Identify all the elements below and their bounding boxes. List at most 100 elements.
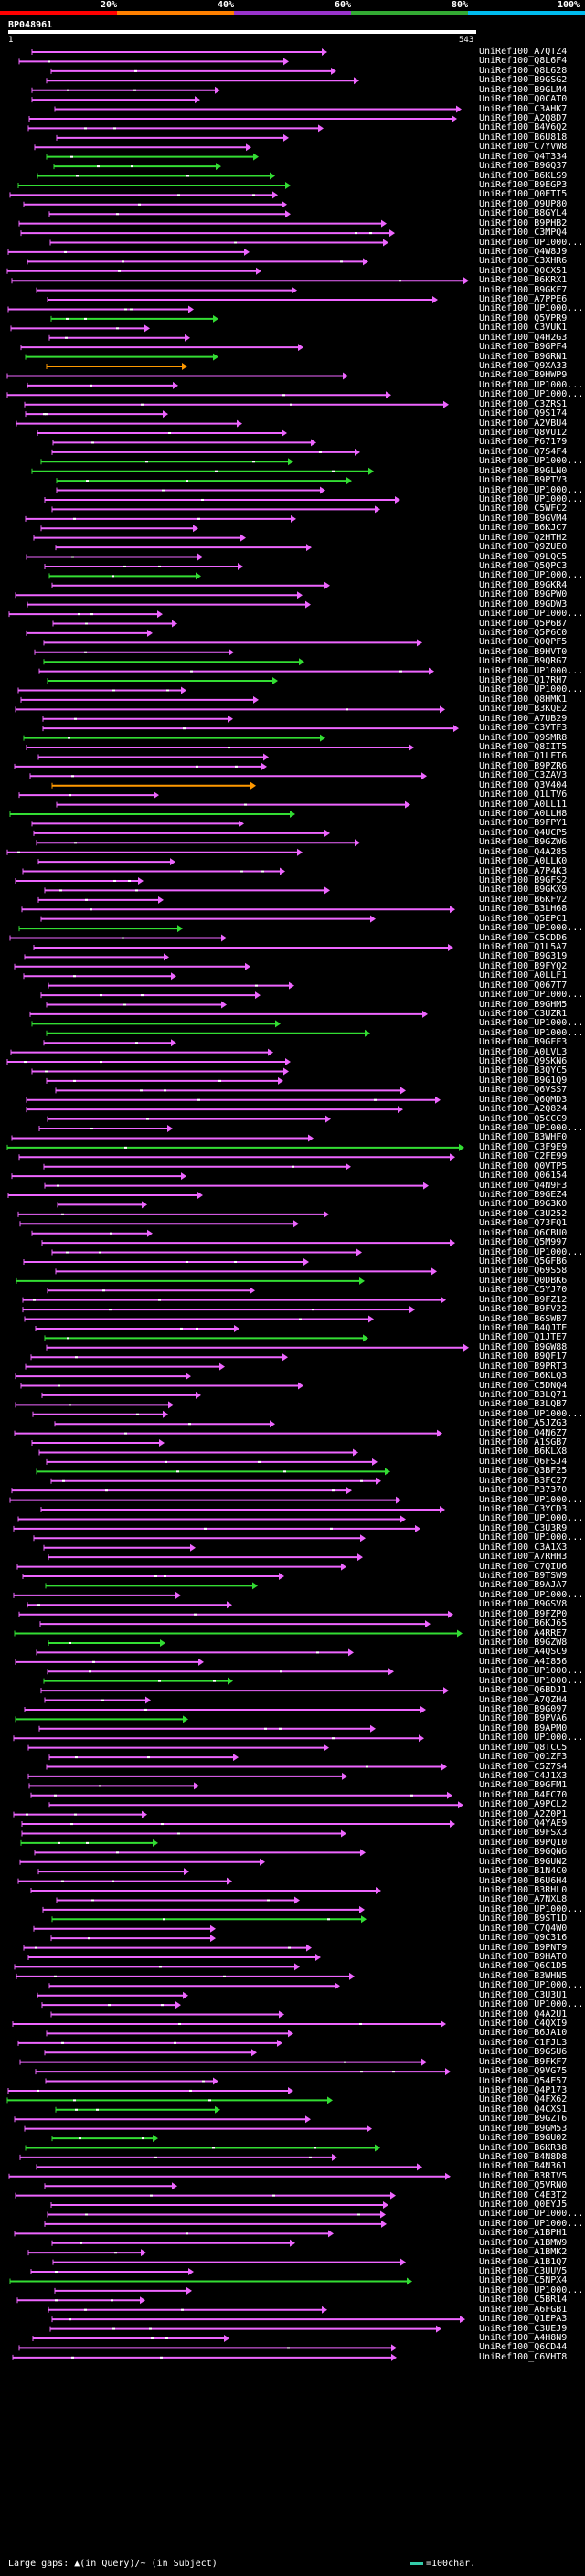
hit-label[interactable]: UniRef100_B9GSG2 (479, 75, 568, 86)
hit-label[interactable]: UniRef100_B9PVA6 (479, 1713, 568, 1724)
hit-label[interactable]: UniRef100_C5YJ70 (479, 1285, 568, 1296)
hit-label[interactable]: UniRef100_UP1000... (479, 923, 584, 934)
hit-label[interactable]: UniRef100_C1FJL3 (479, 2037, 568, 2048)
hit-label[interactable]: UniRef100_Q4N6Z7 (479, 1427, 568, 1438)
hit-label[interactable]: UniRef100_Q9C316 (479, 1933, 568, 1944)
hit-label[interactable]: UniRef100_UP1000... (479, 570, 584, 581)
hit-label[interactable]: UniRef100_B6U6H4 (479, 1875, 568, 1886)
hit-label[interactable]: UniRef100_UP1000... (479, 1666, 584, 1677)
hit-label[interactable]: UniRef100_B9G1Q9 (479, 1075, 568, 1086)
hit-label[interactable]: UniRef100_Q6CD44 (479, 2342, 568, 2353)
hit-label[interactable]: UniRef100_Q4H2G3 (479, 332, 568, 343)
hit-label[interactable]: UniRef100_C7Q4W0 (479, 1923, 568, 1934)
hit-label[interactable]: UniRef100_B9G319 (479, 951, 568, 962)
hit-label[interactable]: UniRef100_B9GLN0 (479, 465, 568, 476)
hit-label[interactable]: UniRef100_Q6CBU0 (479, 1227, 568, 1238)
hit-label[interactable]: UniRef100_B3LQB7 (479, 1399, 568, 1410)
hit-label[interactable]: UniRef100_B9GEZ4 (479, 1190, 568, 1200)
hit-label[interactable]: UniRef100_B8GYL4 (479, 208, 568, 219)
hit-label[interactable]: UniRef100_B9FZ12 (479, 1294, 568, 1305)
hit-label[interactable]: UniRef100_B6KLX8 (479, 1447, 568, 1458)
hit-label[interactable]: UniRef100_C3AHK7 (479, 103, 568, 114)
hit-label[interactable]: UniRef100_C3U252 (479, 1208, 568, 1219)
hit-label[interactable]: UniRef100_A7P4K3 (479, 865, 568, 876)
hit-label[interactable]: UniRef100_A0LLF1 (479, 970, 568, 981)
hit-label[interactable]: UniRef100_C7QIU6 (479, 1561, 568, 1572)
hit-label[interactable]: UniRef100_UP1000... (479, 303, 584, 314)
hit-label[interactable]: UniRef100_Q06154 (479, 1171, 568, 1182)
hit-label[interactable]: UniRef100_Q0ETI5 (479, 189, 568, 200)
hit-label[interactable]: UniRef100_UP1000... (479, 1246, 584, 1257)
hit-label[interactable]: UniRef100_C3YCD3 (479, 1504, 568, 1515)
hit-label[interactable]: UniRef100_Q4A2U1 (479, 2009, 568, 2019)
hit-label[interactable]: UniRef100_UP1000... (479, 990, 584, 1001)
hit-label[interactable]: UniRef100_P37370 (479, 1485, 568, 1496)
hit-label[interactable]: UniRef100_Q2HTH2 (479, 532, 568, 543)
hit-label[interactable]: UniRef100_B6KJ65 (479, 1618, 568, 1629)
hit-label[interactable]: UniRef100_B6U818 (479, 132, 568, 143)
hit-label[interactable]: UniRef100_Q9SKN6 (479, 1056, 568, 1067)
hit-label[interactable]: UniRef100_Q8IIT5 (479, 742, 568, 753)
hit-label[interactable]: UniRef100_B9GKF7 (479, 284, 568, 295)
hit-label[interactable]: UniRef100_B9EGP3 (479, 179, 568, 190)
hit-label[interactable]: UniRef100_C6VHT8 (479, 2351, 568, 2362)
hit-label[interactable]: UniRef100_A7PPE6 (479, 294, 568, 305)
hit-label[interactable]: UniRef100_B9GKR4 (479, 579, 568, 590)
hit-label[interactable]: UniRef100_B6KR38 (479, 2142, 568, 2153)
hit-label[interactable]: UniRef100_B9GFS2 (479, 875, 568, 885)
hit-label[interactable]: UniRef100_Q69S58 (479, 1266, 568, 1277)
hit-label[interactable]: UniRef100_B9GSU6 (479, 2047, 568, 2058)
hit-label[interactable]: UniRef100_B4FC70 (479, 1789, 568, 1800)
hit-label[interactable]: UniRef100_Q54E57 (479, 2075, 568, 2086)
hit-label[interactable]: UniRef100_Q9VG75 (479, 2066, 568, 2077)
hit-label[interactable]: UniRef100_B3LH68 (479, 904, 568, 915)
hit-label[interactable]: UniRef100_A0LVL3 (479, 1046, 568, 1057)
hit-label[interactable]: UniRef100_B3FC27 (479, 1475, 568, 1486)
hit-label[interactable]: UniRef100_C3U3R9 (479, 1522, 568, 1533)
hit-label[interactable]: UniRef100_UP1000... (479, 1532, 584, 1543)
hit-label[interactable]: UniRef100_UP1000... (479, 1018, 584, 1029)
hit-label[interactable]: UniRef100_A6FGB1 (479, 2304, 568, 2315)
hit-label[interactable]: UniRef100_B9GZT6 (479, 2114, 568, 2125)
hit-label[interactable]: UniRef100_C5CDD6 (479, 932, 568, 943)
hit-label[interactable]: UniRef100_B9HWP9 (479, 370, 568, 381)
hit-label[interactable]: UniRef100_UP1000... (479, 484, 584, 495)
hit-label[interactable]: UniRef100_UP1000... (479, 2284, 584, 2295)
hit-label[interactable]: UniRef100_Q4N9F3 (479, 1180, 568, 1191)
hit-label[interactable]: UniRef100_Q4A285 (479, 846, 568, 857)
hit-label[interactable]: UniRef100_C3XHR6 (479, 256, 568, 267)
hit-label[interactable]: UniRef100_B9PHB2 (479, 217, 568, 228)
hit-label[interactable]: UniRef100_A4H8N9 (479, 2333, 568, 2343)
hit-label[interactable]: UniRef100_Q4T334 (479, 151, 568, 162)
hit-label[interactable]: UniRef100_UP1000... (479, 456, 584, 467)
hit-label[interactable]: UniRef100_C3UEJ9 (479, 2323, 568, 2334)
hit-label[interactable]: UniRef100_B9HVT0 (479, 646, 568, 657)
hit-label[interactable]: UniRef100_Q4UCP5 (479, 827, 568, 838)
hit-label[interactable]: UniRef100_A7NXL8 (479, 1894, 568, 1905)
hit-label[interactable]: UniRef100_Q4FX62 (479, 2094, 568, 2105)
hit-label[interactable]: UniRef100_Q0DBK6 (479, 1275, 568, 1286)
hit-label[interactable]: UniRef100_B3RHL0 (479, 1885, 568, 1896)
hit-label[interactable]: UniRef100_B9FKF7 (479, 2056, 568, 2067)
hit-label[interactable]: UniRef100_B9GKX9 (479, 885, 568, 896)
hit-label[interactable]: UniRef100_C3UZR1 (479, 1008, 568, 1019)
hit-label[interactable]: UniRef100_A0LL11 (479, 799, 568, 810)
hit-label[interactable]: UniRef100_Q5QPC3 (479, 560, 568, 571)
hit-label[interactable]: UniRef100_Q5P6B7 (479, 618, 568, 629)
hit-label[interactable]: UniRef100_Q8TCC5 (479, 1742, 568, 1753)
hit-label[interactable]: UniRef100_B9GZW8 (479, 1637, 568, 1648)
hit-label[interactable]: UniRef100_A7QTZ4 (479, 47, 568, 57)
hit-label[interactable]: UniRef100_B6KRX1 (479, 275, 568, 286)
hit-label[interactable]: UniRef100_Q6C1D5 (479, 1961, 568, 1972)
hit-label[interactable]: UniRef100_B3WHF0 (479, 1132, 568, 1143)
hit-label[interactable]: UniRef100_C3UUV5 (479, 2266, 568, 2277)
hit-label[interactable]: UniRef100_B9FSX3 (479, 1828, 568, 1839)
hit-label[interactable]: UniRef100_C5NPX4 (479, 2275, 568, 2286)
hit-label[interactable]: UniRef100_UP1000... (479, 684, 584, 695)
hit-label[interactable]: UniRef100_Q8L6F4 (479, 56, 568, 67)
hit-label[interactable]: UniRef100_Q067T7 (479, 980, 568, 991)
hit-label[interactable]: UniRef100_C5BR14 (479, 2295, 568, 2306)
hit-label[interactable]: UniRef100_A4I856 (479, 1656, 568, 1667)
hit-label[interactable]: UniRef100_Q9XA33 (479, 361, 568, 372)
hit-label[interactable]: UniRef100_Q9ZUE0 (479, 542, 568, 553)
